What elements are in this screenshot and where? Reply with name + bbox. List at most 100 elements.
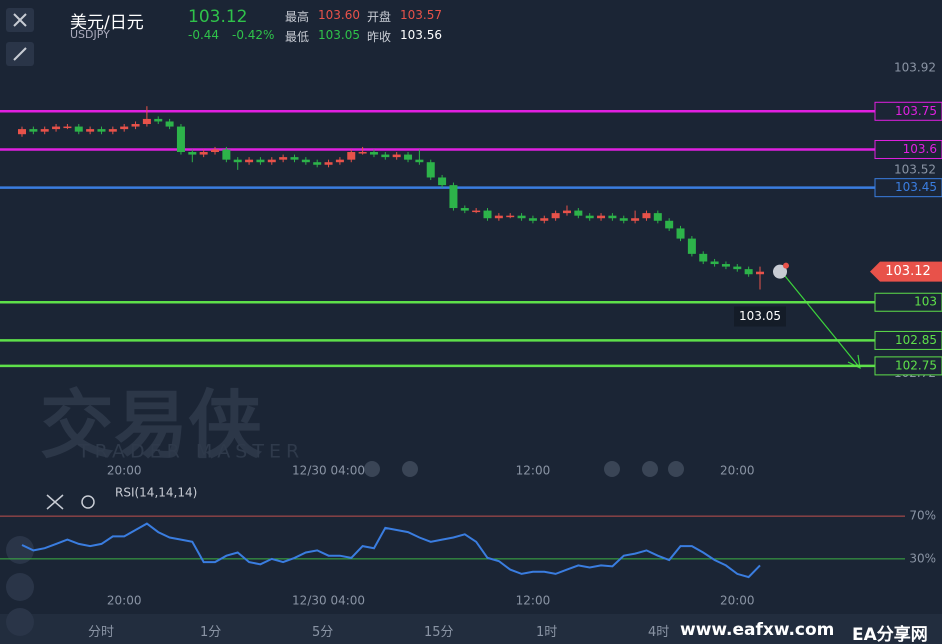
stat-value: 103.56	[400, 28, 442, 42]
low-label: 103.05	[739, 309, 781, 323]
candle-body	[290, 157, 299, 160]
candle-body	[438, 177, 447, 186]
candle-body	[597, 215, 606, 219]
playback-dots	[364, 461, 684, 477]
info-marker[interactable]	[773, 264, 787, 279]
candle-body	[313, 162, 322, 165]
x-tick-label: 12:00	[516, 594, 551, 608]
candle-body	[585, 215, 594, 219]
candle-body	[744, 269, 753, 275]
toolbar-bg	[0, 614, 942, 644]
candle-body	[631, 218, 640, 221]
candle-body	[18, 129, 26, 135]
alert-dot	[783, 262, 789, 269]
rsi-settings[interactable]	[81, 495, 95, 509]
candle-body	[211, 149, 220, 153]
candle-body	[449, 185, 458, 209]
rsi-title: RSI(14,14,14)	[115, 486, 197, 500]
candle-body	[108, 129, 117, 132]
candle-body	[347, 152, 356, 160]
price-line-label: 103	[914, 295, 937, 309]
tool-button[interactable]	[6, 536, 34, 564]
pair-symbol: USDJPY	[70, 28, 110, 41]
price-line-tag	[874, 178, 942, 198]
x-tick-label: 12/30 04:00	[292, 594, 365, 608]
x-tick-label: 20:00	[720, 594, 755, 608]
candle-body	[222, 149, 231, 160]
candle-body	[415, 159, 424, 163]
timeframe-tab[interactable]: 15分	[424, 625, 454, 640]
change-pct: -0.42%	[232, 28, 275, 42]
candle-body	[120, 126, 129, 130]
candle-body	[335, 159, 344, 163]
candle-body	[562, 210, 571, 214]
candle-body	[245, 159, 254, 163]
timeframe-tab[interactable]: 1分	[200, 625, 222, 640]
last-price-label: 103.12	[885, 264, 931, 279]
watermark-tagline: TRADER MASTER	[77, 441, 304, 463]
price-line-tag	[874, 101, 942, 121]
x-tick-label: 20:00	[720, 464, 755, 478]
x-tick-label: 12/30 04:00	[292, 464, 365, 478]
candle-body	[472, 210, 481, 213]
candle-body	[29, 129, 38, 132]
candle-body	[233, 159, 242, 163]
candle-body	[176, 126, 185, 153]
timeframe-tab[interactable]: 4时	[648, 625, 670, 640]
draw-button[interactable]	[6, 573, 34, 601]
stat-value: 103.57	[400, 8, 442, 22]
candle-body	[619, 218, 628, 221]
last-price-tag	[870, 261, 942, 282]
price-line-label: 103.6	[903, 142, 937, 156]
indicator-button[interactable]	[6, 608, 34, 636]
y-tick-label: 103.92	[894, 61, 936, 75]
candle-body	[188, 152, 197, 155]
timeframe-tab[interactable]: 5分	[312, 625, 334, 640]
candle-body	[279, 157, 288, 160]
rsi-close[interactable]	[46, 494, 64, 510]
candle-body	[40, 129, 49, 132]
stat-label: 昨收	[367, 30, 392, 44]
candle-body	[642, 213, 651, 219]
candle-body	[426, 162, 435, 178]
candle-body	[142, 118, 151, 125]
site-watermark: www.eafxw.com	[680, 620, 835, 640]
close-icon	[13, 13, 27, 27]
price-line-label: 103.45	[895, 180, 937, 194]
candle-body	[267, 159, 276, 163]
x-tick-label: 20:00	[107, 594, 142, 608]
y-tick-label: 103.52	[894, 162, 936, 176]
candle-body	[369, 152, 378, 155]
candle-body	[483, 210, 492, 219]
candle-body	[256, 159, 265, 163]
candle-body	[199, 152, 208, 155]
rsi-line	[21, 522, 761, 579]
candle-body	[404, 154, 413, 160]
site-name: EA分享网	[852, 625, 928, 644]
pair-name[interactable]: 美元/日元	[70, 13, 144, 33]
candle-body	[551, 213, 560, 219]
candle-body	[756, 271, 764, 275]
timeframe-tab[interactable]: 分时	[88, 625, 115, 640]
candle-body	[653, 213, 662, 221]
price-line-tag	[874, 356, 942, 376]
candle-body	[165, 121, 174, 127]
change: -0.44	[188, 28, 220, 42]
candle-body	[517, 215, 526, 219]
candle-body	[540, 218, 549, 221]
x-tick-label: 12:00	[516, 464, 551, 478]
timeframe-tab[interactable]: 1时	[536, 625, 558, 640]
x-tick-label: 20:00	[107, 464, 142, 478]
price-line-label: 102.75	[895, 358, 937, 372]
candle-body	[131, 124, 140, 127]
candle-body	[494, 215, 503, 219]
candle-body	[687, 238, 696, 254]
stat-label: 开盘	[367, 10, 392, 24]
trend-arrow	[784, 275, 861, 370]
candle-body	[460, 208, 469, 211]
candle-body	[358, 152, 367, 154]
price-line-tag	[874, 139, 942, 159]
stat-label: 最高	[285, 10, 310, 24]
